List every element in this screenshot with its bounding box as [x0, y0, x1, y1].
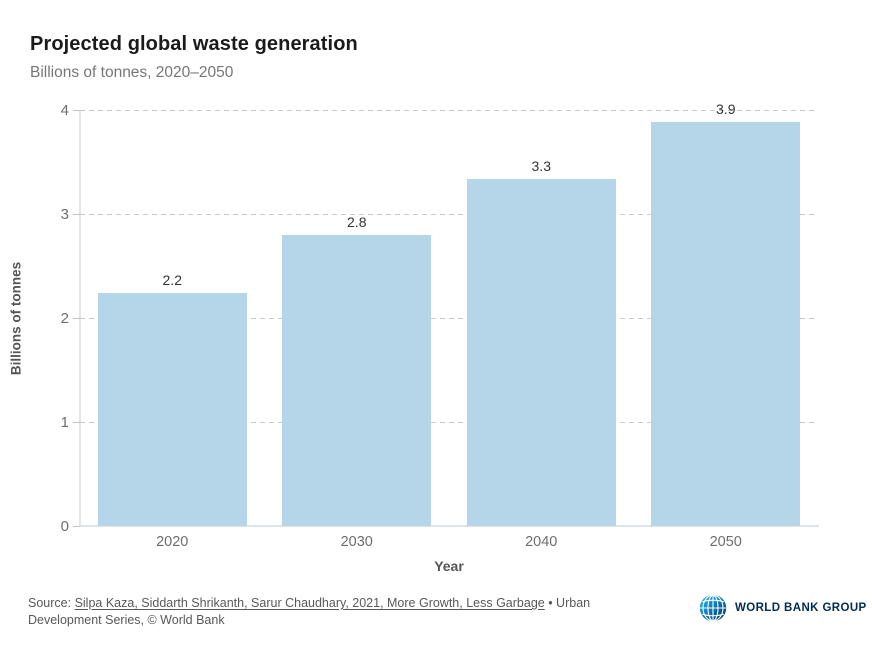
source-suffix: • Urban Development Series, © World Bank — [28, 596, 591, 627]
bar-2040 — [466, 178, 616, 526]
y-tick-mark-2 — [73, 318, 80, 319]
y-tick-label-1: 1 — [60, 413, 69, 431]
y-tick-mark-1 — [73, 422, 80, 423]
world-bank-group-logo[interactable]: WORLD BANK GROUP — [698, 593, 867, 623]
bar-value-label-2040: 3.3 — [531, 157, 551, 174]
y-tick-mark-3 — [73, 214, 80, 215]
gridline-y-4 — [80, 110, 818, 111]
bar-value-label-2050: 3.9 — [716, 101, 736, 118]
x-tick-label-2030: 2030 — [340, 534, 373, 550]
x-tick-label-2020: 2020 — [156, 534, 189, 550]
bar-value-label-2030: 2.8 — [347, 213, 367, 230]
gridline-y-2 — [80, 318, 818, 319]
x-tick-label-2040: 2040 — [525, 534, 558, 550]
x-tick-label-2050: 2050 — [709, 534, 742, 550]
y-tick-label-2: 2 — [60, 309, 69, 327]
gridline-y-3 — [80, 214, 818, 215]
y-axis-title: Billions of tonnes — [8, 261, 24, 376]
y-tick-label-3: 3 — [60, 205, 69, 223]
y-tick-label-4: 4 — [60, 101, 69, 119]
gridline-y-1 — [80, 422, 818, 423]
world-bank-globe-icon — [698, 593, 728, 623]
source-note: Source: Silpa Kaza, Siddarth Shrikanth, … — [28, 595, 628, 629]
y-tick-mark-4 — [73, 110, 80, 111]
y-tick-label-0: 0 — [60, 517, 69, 535]
source-prefix: Source: — [28, 596, 75, 610]
bar-value-label-2020: 2.2 — [162, 272, 182, 289]
bar-2020 — [97, 293, 247, 526]
y-tick-mark-0 — [73, 526, 80, 527]
bar-2030 — [282, 234, 432, 526]
bar-2050 — [651, 122, 801, 526]
source-citation-link[interactable]: Silpa Kaza, Siddarth Shrikanth, Sarur Ch… — [74, 596, 545, 610]
chart-title: Projected global waste generation — [30, 33, 358, 55]
chart-subtitle: Billions of tonnes, 2020–2050 — [30, 64, 234, 81]
world-bank-logo-text: WORLD BANK GROUP — [735, 602, 867, 614]
x-axis-title: Year — [434, 558, 464, 574]
x-axis-line — [79, 525, 819, 527]
